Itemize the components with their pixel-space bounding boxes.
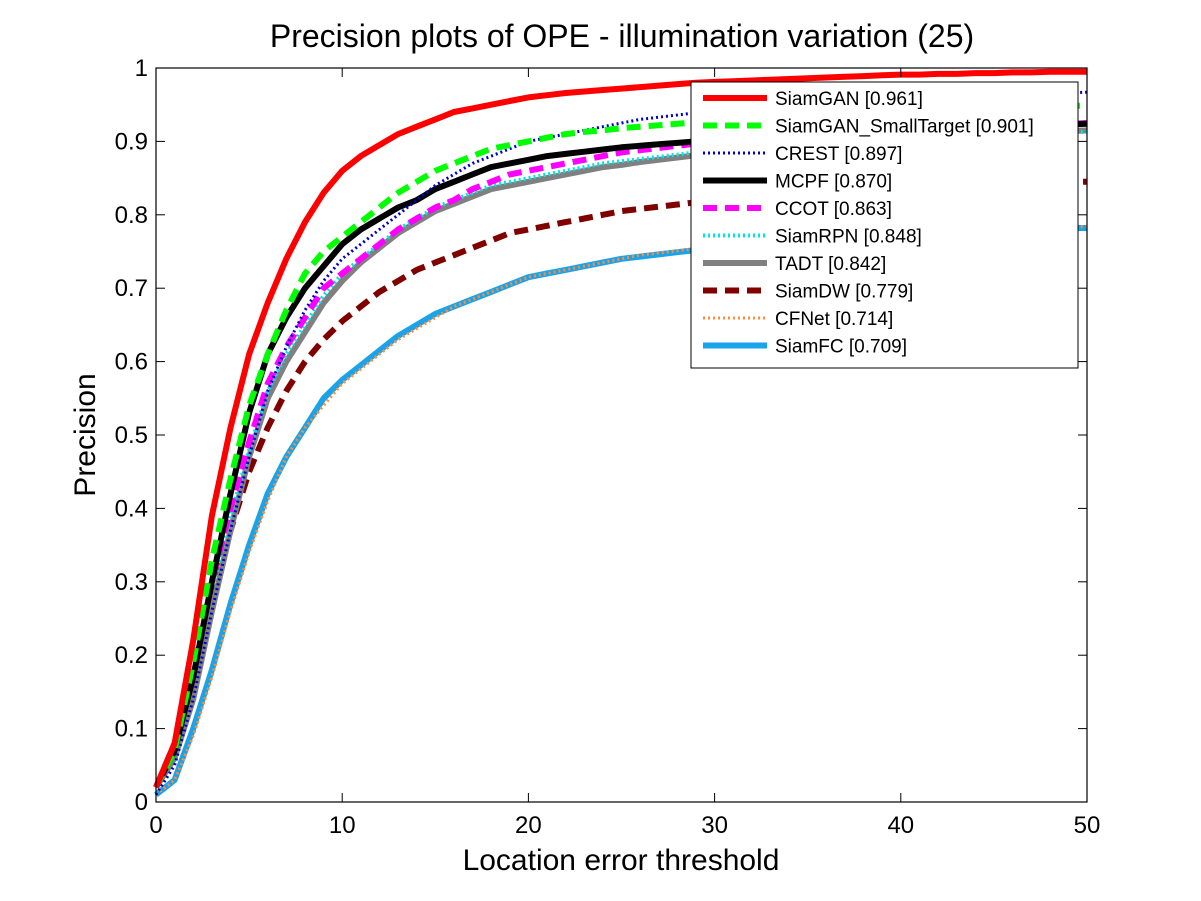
x-tick-label: 20 bbox=[515, 812, 542, 839]
x-tick-label: 40 bbox=[887, 812, 914, 839]
legend-label-5: SiamRPN [0.848] bbox=[775, 227, 922, 248]
y-tick-label: 0 bbox=[135, 789, 148, 816]
y-tick-label: 0.8 bbox=[115, 202, 148, 229]
y-tick-label: 0.1 bbox=[115, 716, 148, 743]
legend-box bbox=[690, 81, 1079, 369]
legend-label-8: CFNet [0.714] bbox=[775, 309, 893, 330]
chart-title: Precision plots of OPE - illumination va… bbox=[270, 18, 974, 54]
y-tick-label: 0.2 bbox=[115, 642, 148, 669]
y-tick-label: 0.6 bbox=[115, 349, 148, 376]
x-tick-label: 0 bbox=[149, 812, 162, 839]
y-tick-label: 0.4 bbox=[115, 495, 148, 522]
x-tick-label: 30 bbox=[701, 812, 728, 839]
x-tick-label: 10 bbox=[329, 812, 356, 839]
y-tick-label: 0.7 bbox=[115, 275, 148, 302]
y-tick-label: 0.5 bbox=[115, 422, 148, 449]
axis-ticks: 0 10 20 30 40 50 0 0.1 0.2 0.3 0.4 0.5 0.6 0.7 0.8 0.9 1 bbox=[115, 55, 1101, 839]
legend-label-3: MCPF [0.870] bbox=[775, 172, 892, 193]
x-tick-label: 50 bbox=[1074, 812, 1101, 839]
legend-label-4: CCOT [0.863] bbox=[775, 199, 892, 220]
y-tick-label: 1 bbox=[135, 55, 148, 82]
x-axis-label: Location error threshold bbox=[463, 844, 780, 877]
legend-label-6: TADT [0.842] bbox=[775, 254, 886, 275]
y-tick-label: 0.9 bbox=[115, 128, 148, 155]
legend: SiamGAN [0.961] SiamGAN_SmallTarget [0.90… bbox=[690, 81, 1079, 369]
legend-label-9: SiamFC [0.709] bbox=[775, 337, 907, 358]
y-axis-label: Precision bbox=[69, 373, 102, 496]
legend-label-1: SiamGAN_SmallTarget [0.901] bbox=[775, 117, 1034, 138]
legend-label-0: SiamGAN [0.961] bbox=[775, 89, 923, 110]
legend-label-2: CREST [0.897] bbox=[775, 144, 902, 165]
series-line-0 bbox=[153, 68, 1087, 789]
y-tick-label: 0.3 bbox=[115, 569, 148, 596]
legend-label-7: SiamDW [0.779] bbox=[775, 282, 913, 303]
